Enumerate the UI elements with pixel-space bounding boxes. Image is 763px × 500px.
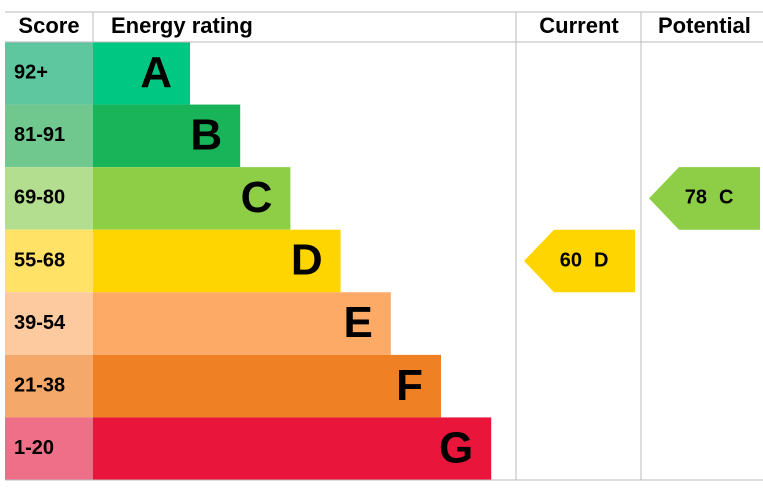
header-rating: Energy rating	[111, 13, 253, 38]
rating-bar	[93, 354, 441, 418]
header-score: Score	[18, 13, 79, 38]
rating-bar	[93, 292, 391, 355]
rating-letter: G	[439, 423, 473, 472]
potential-rating: C	[719, 187, 733, 209]
header-current: Current	[539, 13, 619, 38]
score-cell	[5, 42, 93, 105]
rating-letter: D	[291, 236, 323, 285]
score-cell	[5, 104, 93, 168]
potential-value: 78	[685, 187, 707, 209]
score-cell	[5, 229, 93, 293]
rating-bar	[93, 104, 241, 168]
rating-letter: E	[343, 298, 372, 347]
potential-arrow	[649, 167, 760, 230]
score-label: 21-38	[14, 374, 65, 396]
score-cell	[5, 292, 93, 355]
rating-letter: A	[140, 48, 172, 97]
current-value: 60	[560, 249, 582, 271]
score-label: 39-54	[14, 312, 66, 334]
score-label: 92+	[14, 62, 48, 84]
rating-letter: C	[241, 173, 273, 222]
score-label: 81-91	[14, 124, 65, 146]
current-rating: D	[594, 249, 608, 271]
current-arrow	[524, 229, 635, 293]
rating-letter: F	[396, 361, 423, 410]
score-label: 69-80	[14, 187, 65, 209]
score-cell	[5, 417, 93, 480]
score-cell	[5, 354, 93, 418]
rating-bar	[93, 42, 190, 105]
header-potential: Potential	[658, 13, 751, 38]
score-cell	[5, 167, 93, 230]
score-label: 55-68	[14, 249, 65, 271]
rating-bar	[93, 417, 492, 480]
rating-bar	[93, 229, 341, 293]
score-label: 1-20	[14, 437, 54, 459]
rating-letter: B	[190, 110, 222, 159]
rating-bar	[93, 167, 291, 230]
